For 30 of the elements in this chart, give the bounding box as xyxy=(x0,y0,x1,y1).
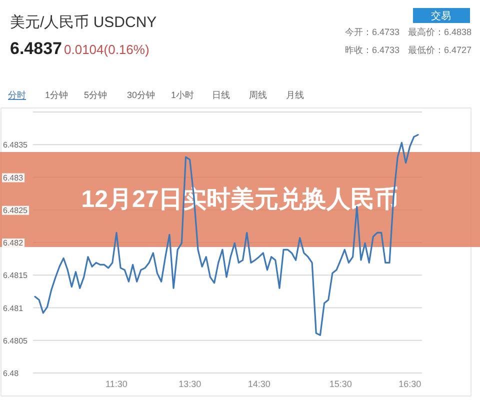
text: 1分钟 xyxy=(45,90,68,100)
y-tick-label: 6.4825 xyxy=(3,206,28,215)
x-tick-label: 15:30 xyxy=(329,379,352,389)
text: 日线 xyxy=(212,90,230,100)
x-tick-label: 13:30 xyxy=(178,379,202,389)
x-tick-label: 14:30 xyxy=(248,379,270,389)
text: 分时 xyxy=(8,90,26,100)
x-tick-label: 16:30 xyxy=(398,379,422,389)
y-tick-label: 6.483 xyxy=(3,173,24,182)
text: 周线 xyxy=(249,90,267,100)
text: 今开：6.4733 xyxy=(345,27,400,37)
text: 6.4837 xyxy=(10,39,62,58)
text: 5分钟 xyxy=(84,90,108,100)
text: 最低价：6.4727 xyxy=(408,45,472,55)
line-series xyxy=(34,134,419,336)
text: 交易 xyxy=(431,10,451,22)
x-tick-label: 11:30 xyxy=(106,379,128,389)
chart-subtitle: 美元/人民币 USDCNY xyxy=(10,14,157,31)
y-tick-label: 6.4805 xyxy=(3,336,28,346)
y-tick-label: 6.4815 xyxy=(3,271,28,280)
text: 30分钟 xyxy=(127,90,156,100)
text: 最高价：6.4838 xyxy=(408,27,472,37)
text: 昨收：6.4733 xyxy=(345,45,400,55)
y-tick-label: 6.482 xyxy=(3,238,24,248)
text: 月线 xyxy=(286,90,304,100)
y-tick-label: 6.4835 xyxy=(3,140,28,150)
text: 0.0104(0.16%) xyxy=(64,42,150,57)
text: 1小时 xyxy=(171,90,194,100)
y-tick-label: 6.48 xyxy=(3,369,20,378)
y-tick-label: 6.481 xyxy=(3,304,24,313)
